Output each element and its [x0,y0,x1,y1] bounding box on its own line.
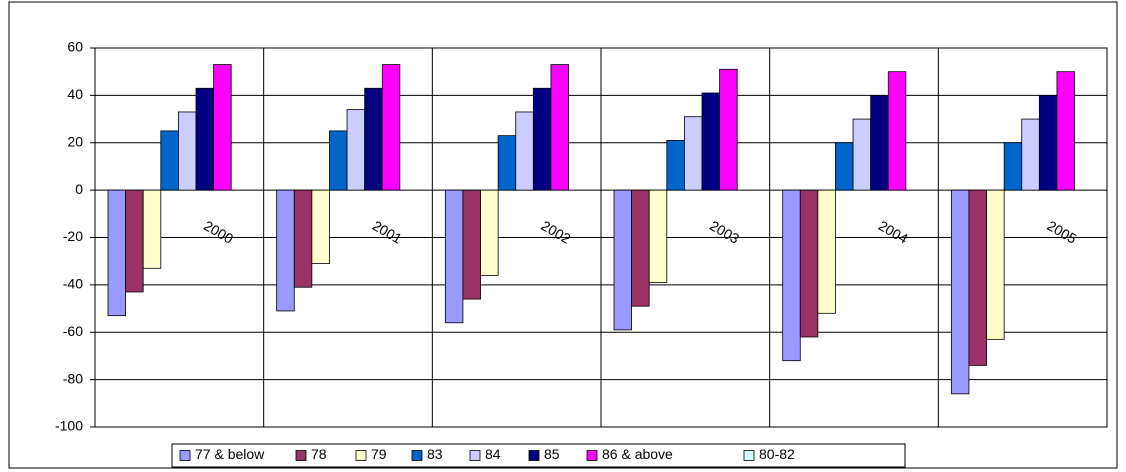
bar [835,142,854,191]
y-tick-label: 60 [67,39,83,55]
bar [480,189,499,276]
bar [968,189,987,366]
bar [550,64,569,191]
bar [1003,142,1023,191]
y-tick-label: -60 [63,323,83,339]
bar [107,189,127,317]
bar [799,189,819,338]
legend-swatch [179,450,191,461]
y-tick-label: -20 [63,228,83,244]
bar [293,189,313,288]
y-tick-label: 0 [75,181,83,197]
legend-swatch [295,450,307,461]
bar [986,189,1005,340]
legend-label: 85 [544,446,560,462]
legend-label: 78 [311,446,327,462]
bar [213,64,232,191]
bar [1038,94,1058,191]
bar [613,189,633,331]
legend-swatch [586,450,598,461]
bar [532,87,552,191]
bar [329,130,348,191]
bar [1056,71,1075,191]
legend-label: 86 & above [602,446,673,462]
bar [125,189,144,293]
legend-label: 83 [427,446,443,462]
bar [782,189,801,362]
bar [631,189,650,307]
bar [142,189,162,269]
bar [497,135,517,191]
legend-label: 79 [371,446,387,462]
legend-swatch [411,450,423,461]
bar [887,71,907,191]
bar [515,111,534,191]
bar [1021,118,1040,191]
bar [346,109,366,191]
bar [719,68,738,191]
y-tick-label: -100 [55,418,83,434]
bar [462,189,481,300]
bar [701,92,721,191]
bar [648,189,668,283]
bar [852,118,872,191]
legend-label: 80-82 [759,446,795,462]
y-tick-label: -40 [63,276,83,292]
legend-label: 77 & below [195,446,265,462]
bar [160,130,179,191]
y-tick-label: 20 [67,133,83,149]
bar [870,94,889,191]
bar [817,189,836,314]
bar [444,189,464,324]
bar [195,87,215,191]
bar [364,87,383,191]
legend-label: 84 [485,446,501,462]
bar [311,189,330,264]
bar [276,189,295,312]
legend-swatch [528,450,540,461]
bar [950,189,970,395]
legend-swatch [355,450,367,461]
legend-swatch [469,450,481,461]
legend-swatch [743,450,755,461]
bar [684,116,703,191]
y-tick-label: -80 [63,370,83,386]
y-tick-label: 40 [67,86,83,102]
bar [177,111,197,191]
bar [666,139,685,191]
bar [381,64,401,191]
